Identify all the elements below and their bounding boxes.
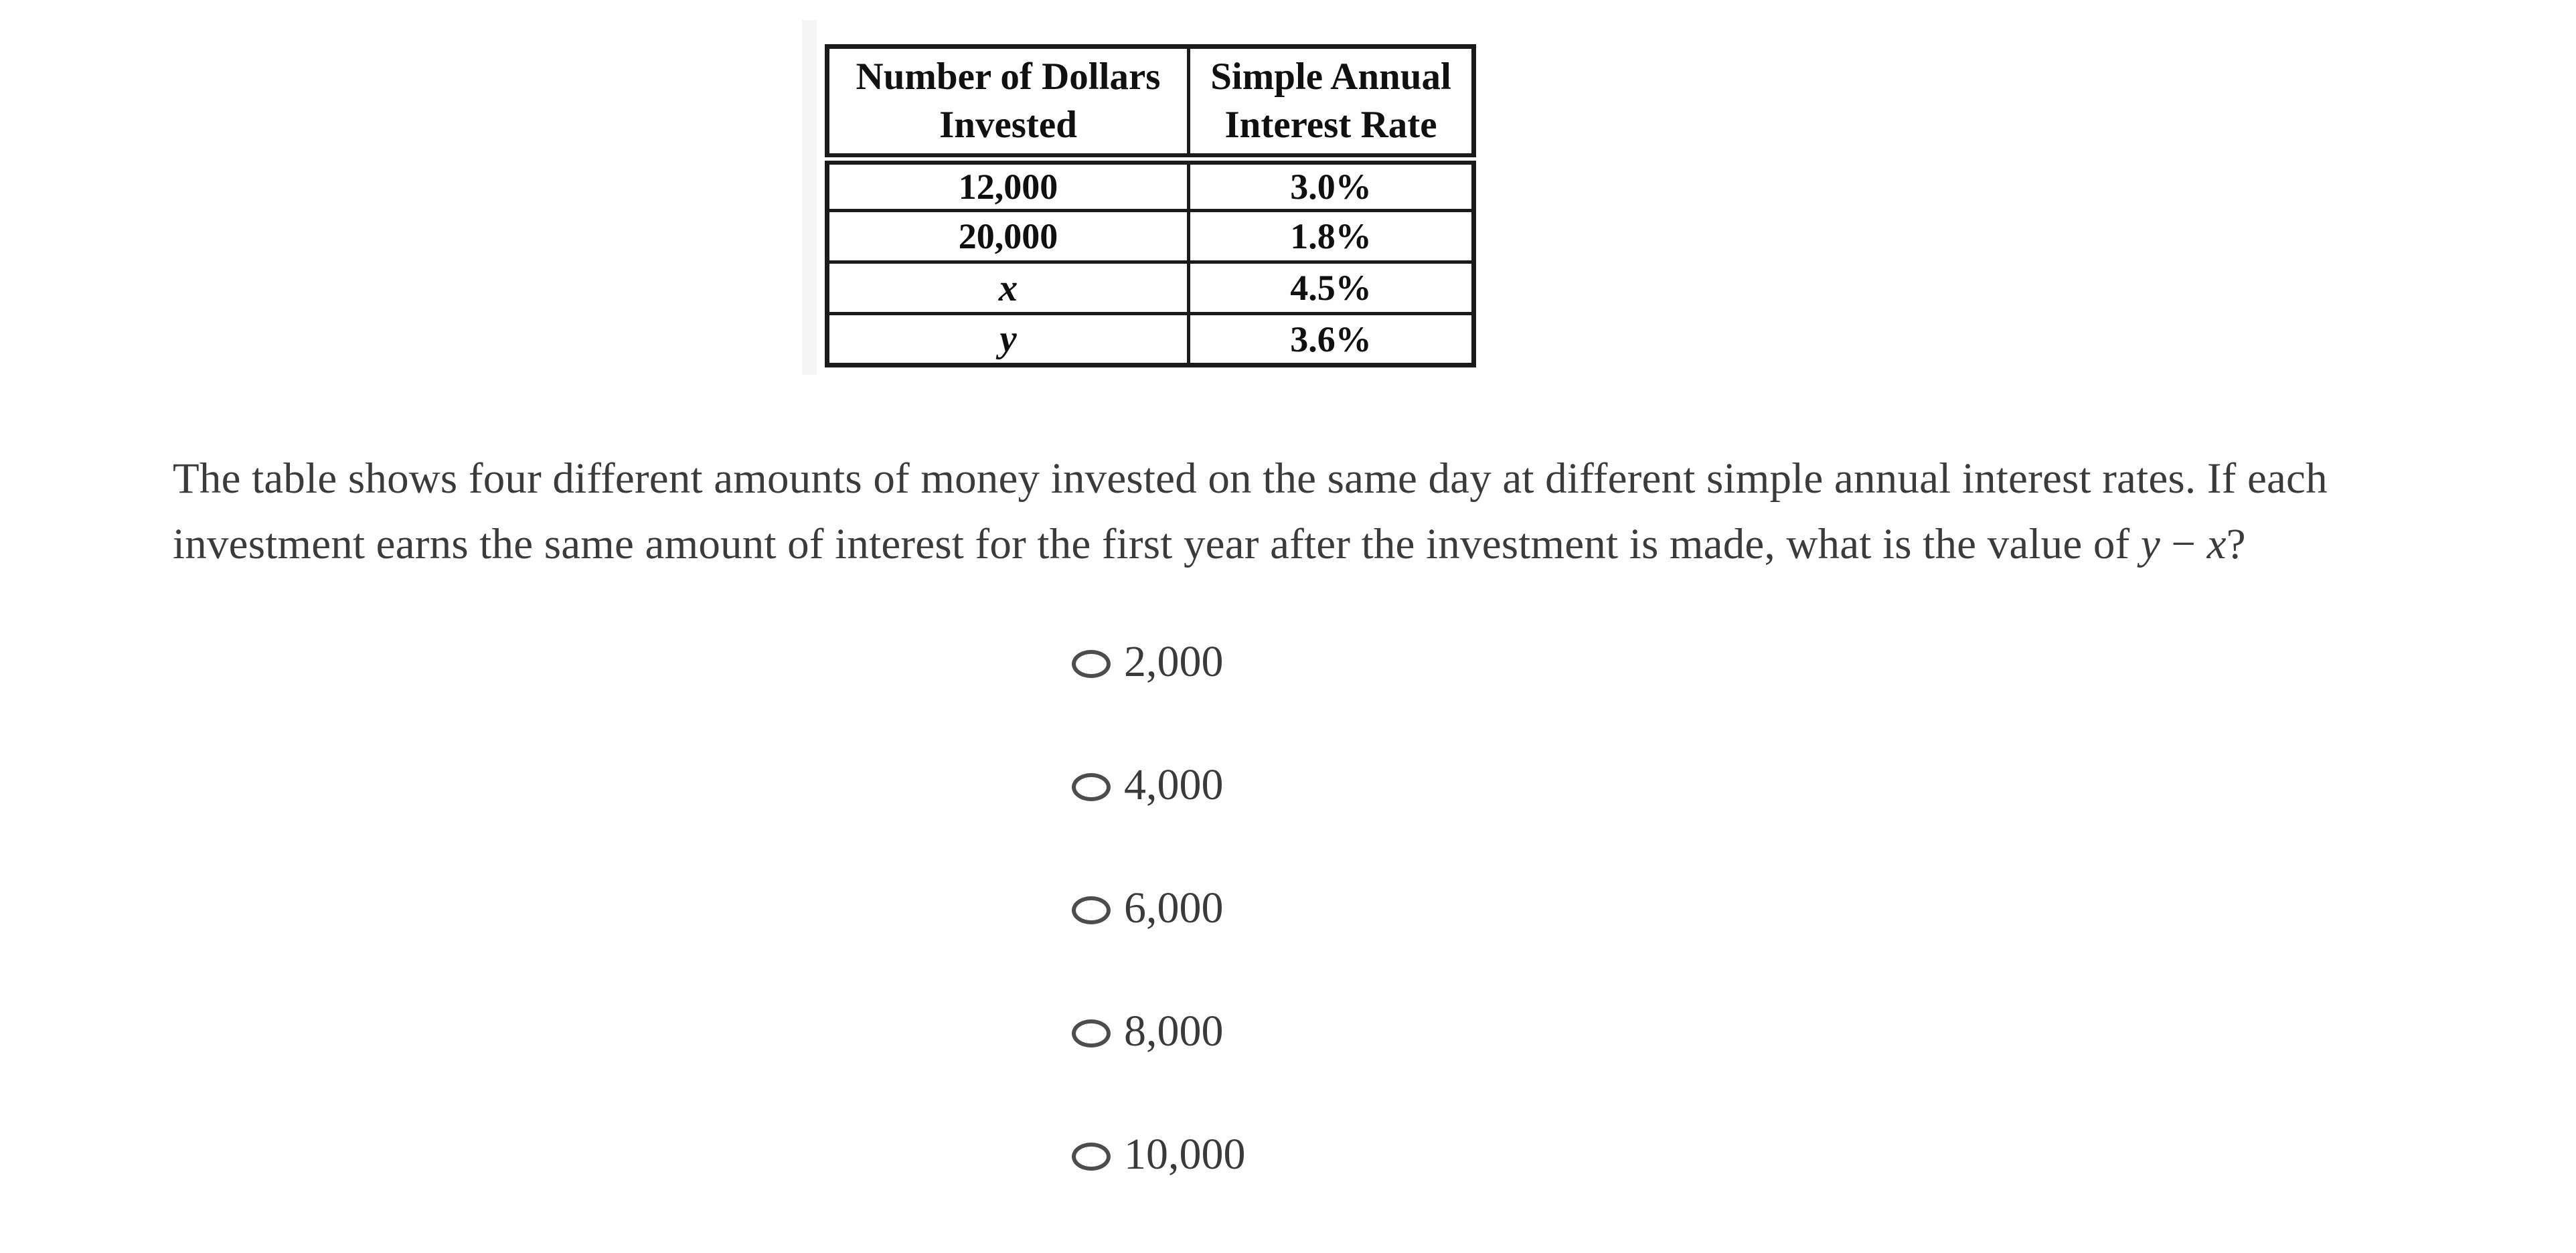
question-line-1: The table shows four different amounts o…: [173, 454, 2328, 503]
radio-button-icon[interactable]: [1072, 1143, 1111, 1171]
question-page: Number of Dollars Invested Simple Annual…: [173, 20, 2328, 1179]
minus-sign: −: [2160, 520, 2207, 568]
amount-cell: 20,000: [825, 209, 1190, 264]
radio-button-icon[interactable]: [1072, 650, 1111, 678]
question-line-2-text: investment earns the same amount of inte…: [173, 520, 2141, 568]
rate-cell: 4.5%: [1187, 260, 1475, 315]
radio-button-icon[interactable]: [1072, 896, 1111, 924]
rate-cell: 3.0%: [1187, 157, 1475, 212]
table-row: 20,000 1.8%: [825, 209, 1475, 264]
table-header-row: Number of Dollars Invested Simple Annual…: [825, 45, 1475, 165]
amount-cell-y: y: [825, 312, 1190, 367]
option-row-b[interactable]: 4,000: [1072, 760, 1246, 810]
option-row-a[interactable]: 2,000: [1072, 637, 1246, 687]
option-label-a: 2,000: [1124, 637, 1224, 686]
interest-rate-table-grid: Number of Dollars Invested Simple Annual…: [825, 44, 1476, 367]
header-dollars-invested: Number of Dollars Invested: [825, 45, 1190, 165]
option-label-d: 8,000: [1124, 1007, 1224, 1056]
option-label-b: 4,000: [1124, 760, 1224, 809]
rate-cell: 1.8%: [1187, 209, 1475, 264]
option-row-e[interactable]: 10,000: [1072, 1130, 1246, 1179]
option-row-d[interactable]: 8,000: [1072, 1007, 1246, 1056]
radio-button-icon[interactable]: [1072, 1019, 1111, 1048]
header-interest-rate: Simple Annual Interest Rate: [1187, 45, 1475, 165]
table-row: x 4.5%: [825, 260, 1475, 315]
scan-artifact: [802, 20, 817, 375]
rate-cell: 3.6%: [1187, 312, 1475, 367]
answer-options-list: 2,000 4,000 6,000 8,000 10,000: [1072, 637, 1246, 1253]
table-row: 12,000 3.0%: [825, 157, 1475, 212]
interest-rate-table: Number of Dollars Invested Simple Annual…: [825, 44, 1476, 367]
question-line-2: investment earns the same amount of inte…: [173, 511, 2328, 577]
table-row: y 3.6%: [825, 312, 1475, 367]
question-text: The table shows four different amounts o…: [173, 446, 2328, 577]
radio-button-icon[interactable]: [1072, 773, 1111, 801]
math-y-symbol: y: [2140, 520, 2160, 568]
math-x-symbol: x: [2206, 520, 2227, 568]
option-row-c[interactable]: 6,000: [1072, 884, 1246, 933]
option-label-e: 10,000: [1124, 1130, 1246, 1179]
amount-cell: 12,000: [825, 157, 1190, 212]
question-mark: ?: [2226, 520, 2246, 568]
option-label-c: 6,000: [1124, 884, 1224, 932]
amount-cell-x: x: [825, 260, 1190, 315]
